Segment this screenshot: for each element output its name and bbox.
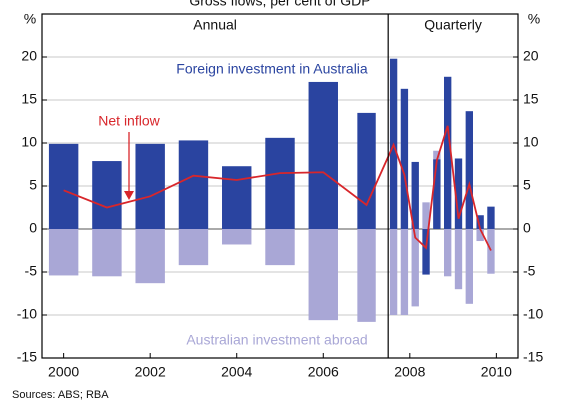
x-tick-label: 2000 [48,364,79,380]
y-tick-label: -5 [25,263,38,279]
y-tick-label: 15 [21,91,37,107]
y-tick-label: -10 [523,306,543,322]
x-tick-label: 2004 [221,364,252,380]
bar [476,229,484,242]
series-label: Australian investment abroad [186,332,367,348]
y-tick-label: 5 [29,177,37,193]
y-tick-label: 10 [21,134,37,150]
bar [222,166,252,229]
bar [92,229,122,277]
bar [48,229,79,276]
bar [444,76,452,229]
bar [400,229,409,315]
y-unit-left: % [24,11,36,27]
bar [48,143,79,229]
chart-title: Gross flows, per cent of GDP [189,0,370,9]
y-tick-label: 0 [523,220,531,236]
line [63,125,492,251]
y-tick-label: 20 [21,48,37,64]
bar [411,229,419,307]
bar [476,215,484,229]
bar [92,161,122,229]
bar [487,206,495,229]
bar [308,81,338,229]
bar [265,229,295,266]
y-tick-label: 10 [523,134,539,150]
y-tick-label: -5 [523,263,536,279]
bar [222,229,252,245]
bar [265,137,295,229]
bar [454,158,463,229]
bar [400,88,409,229]
bar [465,111,473,229]
y-tick-label: 15 [523,91,539,107]
bar [135,143,165,229]
panel-label: Quarterly [424,17,482,33]
series-label: Net inflow [98,113,160,129]
annotation-arrowhead [124,191,134,200]
x-tick-label: 2008 [394,364,425,380]
x-tick-label: 2006 [308,364,339,380]
y-tick-label: 20 [523,48,539,64]
source-note: Sources: ABS; RBA [12,389,109,401]
y-tick-label: -15 [17,349,37,365]
x-tick-label: 2010 [481,364,512,380]
bar [178,229,209,266]
plot-frame [41,13,519,359]
panel-label: Annual [193,17,237,33]
bar [135,229,165,284]
bar [308,229,338,321]
y-tick-label: 5 [523,177,531,193]
y-tick-label: 0 [29,220,37,236]
bar [444,229,452,277]
bar [465,229,473,304]
y-tick-label: -10 [17,306,37,322]
y-unit-right: % [528,11,540,27]
series-label: Foreign investment in Australia [176,61,368,77]
x-tick-label: 2002 [135,364,166,380]
bar [422,202,430,229]
bar [357,229,376,322]
bar [411,161,419,229]
bar [487,229,495,274]
bar [454,229,463,290]
bar [389,229,398,315]
bar [422,229,430,275]
bar [178,140,209,229]
bar [433,159,441,229]
bar [357,112,376,229]
y-tick-label: -15 [523,349,543,365]
